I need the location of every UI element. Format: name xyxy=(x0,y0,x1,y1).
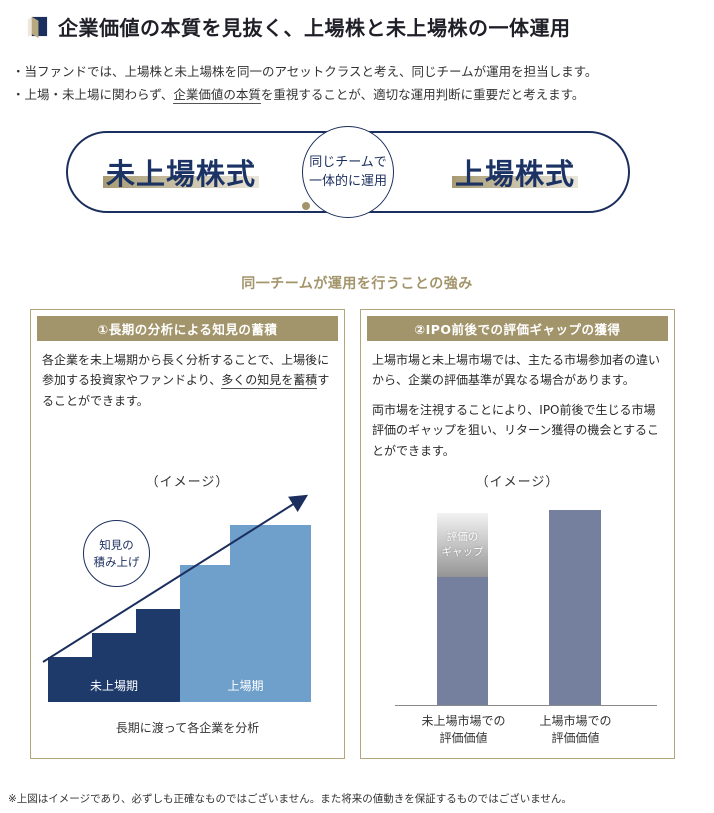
page-title: 企業価値の本質を見抜く、上場株と未上場株の一体運用 xyxy=(58,16,571,40)
panel-long-term-analysis: ①長期の分析による知見の蓄積 各企業を未上場期から長く分析することで、上場後に参… xyxy=(30,309,345,759)
unlisted-valuation-bar: 評価の ギャップ xyxy=(437,513,488,705)
strength-panels: ①長期の分析による知見の蓄積 各企業を未上場期から長く分析することで、上場後に参… xyxy=(30,309,675,759)
team-circle: 同じチームで 一体的に運用 xyxy=(302,126,394,218)
team-circle-line2: 一体的に運用 xyxy=(308,174,387,189)
valuation-bar-chart: 評価の ギャップ xyxy=(361,460,674,706)
intro-bullets: ・当ファンドでは、上場株と未上場株を同一のアセットクラスと考え、同じチームが運用… xyxy=(12,60,597,106)
image-label: （イメージ） xyxy=(475,475,560,490)
image-label: （イメージ） xyxy=(145,475,230,490)
unlisted-valuation-segment xyxy=(437,577,488,705)
panel-ipo-valuation-gap: ②IPO前後での評価ギャップの獲得 上場市場と未上場市場では、主たる市場参加者の… xyxy=(360,309,675,759)
knowledge-accumulation-circle: 知見の 積み上げ xyxy=(83,520,150,587)
panel-2-header: ②IPO前後での評価ギャップの獲得 xyxy=(367,316,668,341)
listed-valuation-bar xyxy=(549,510,601,705)
unity-diagram: 未上場株式 上場株式 同じチームで 一体的に運用 xyxy=(66,126,630,218)
step-bar-5 xyxy=(230,525,311,702)
step-chart-caption: 長期に渡って各企業を分析 xyxy=(115,721,260,735)
footer-disclaimer: ※上図はイメージであり、必ずしも正確なものではございません。また将来の値動きを保… xyxy=(8,793,572,805)
step-chart: 知見の 積み上げ 未上場期 上場期 xyxy=(31,456,344,702)
team-circle-line1: 同じチームで xyxy=(309,154,387,170)
bullet-1: ・当ファンドでは、上場株と未上場株を同一のアセットクラスと考え、同じチームが運用… xyxy=(12,64,598,79)
underlined-phrase: 多くの知見を蓄積 xyxy=(221,373,318,390)
panel-1-body: 各企業を未上場期から長く分析することで、上場後に参加する投資家やファンドより、多… xyxy=(31,341,344,411)
unlisted-market-axis-label: 未上場市場での 評価価値 xyxy=(421,714,506,745)
panel-2-paragraph-2: 両市場を注視することにより、IPO前後で生じる市場評価のギャップを狙い、リターン… xyxy=(372,402,660,458)
document-icon xyxy=(26,15,49,38)
underlined-phrase: 企業価値の本質 xyxy=(173,87,261,105)
listed-stock-label: 上場株式 xyxy=(400,151,630,193)
panel-1-paragraph: 各企業を未上場期から長く分析することで、上場後に参加する投資家やファンドより、多… xyxy=(42,353,330,408)
x-axis-line xyxy=(395,705,657,706)
section-title: 同一チームが運用を行うことの強み xyxy=(241,276,473,292)
panel-2-body: 上場市場と未上場市場では、主たる市場参加者の違いから、企業の評価基準が異なる場合… xyxy=(361,341,674,461)
unlisted-stock-label: 未上場株式 xyxy=(66,151,296,193)
listed-market-axis-label: 上場市場での 評価価値 xyxy=(539,714,612,745)
gold-dot-icon xyxy=(302,202,310,210)
step-bar-1 xyxy=(48,657,92,702)
bullet-2: ・上場・未上場に関わらず、企業価値の本質を重視することが、適切な運用判断に重要だ… xyxy=(12,87,585,105)
panel-2-paragraph-1: 上場市場と未上場市場では、主たる市場参加者の違いから、企業の評価基準が異なる場合… xyxy=(372,353,661,388)
valuation-gap-segment: 評価の ギャップ xyxy=(437,513,488,577)
page-header: 企業価値の本質を見抜く、上場株と未上場株の一体運用 xyxy=(26,12,571,41)
listed-period-label: 上場期 xyxy=(227,679,264,693)
panel-1-header: ①長期の分析による知見の蓄積 xyxy=(37,316,338,341)
unlisted-period-label: 未上場期 xyxy=(89,679,138,693)
